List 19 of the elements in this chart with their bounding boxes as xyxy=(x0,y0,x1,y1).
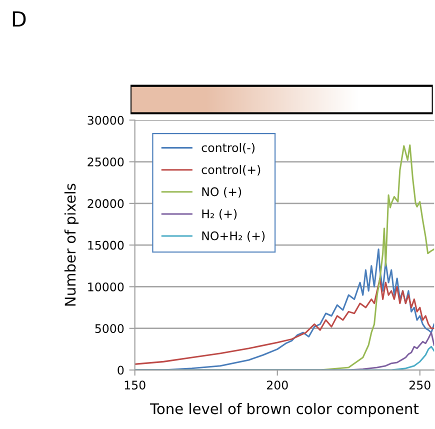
text: D xyxy=(12,11,26,27)
y-tick-label: 25000 xyxy=(88,157,124,166)
y-axis-title: Number of pixels xyxy=(64,184,79,306)
y-tick-label: 10000 xyxy=(88,282,124,292)
legend-label: NO+H₂ (+) xyxy=(202,231,265,242)
y-tick-label: 15000 xyxy=(88,240,124,250)
legend-label: NO (+) xyxy=(202,187,242,198)
y-tick-label: 30000 xyxy=(88,116,124,125)
legend-label: control(-) xyxy=(202,142,254,154)
x-tick-label: 200 xyxy=(266,380,288,390)
x-axis-title: Tone level of brown color component xyxy=(150,402,419,418)
line-series xyxy=(134,278,434,365)
legend-label: H₂ (+) xyxy=(202,209,237,220)
y-tick-label: 0 xyxy=(118,366,124,375)
x-tick-label: 250 xyxy=(409,380,430,390)
legend-label: control(+) xyxy=(202,165,260,176)
y-tick-label: 20000 xyxy=(88,199,124,208)
y-tick-label: 5000 xyxy=(95,324,124,334)
x-tick-label: 150 xyxy=(124,380,146,390)
